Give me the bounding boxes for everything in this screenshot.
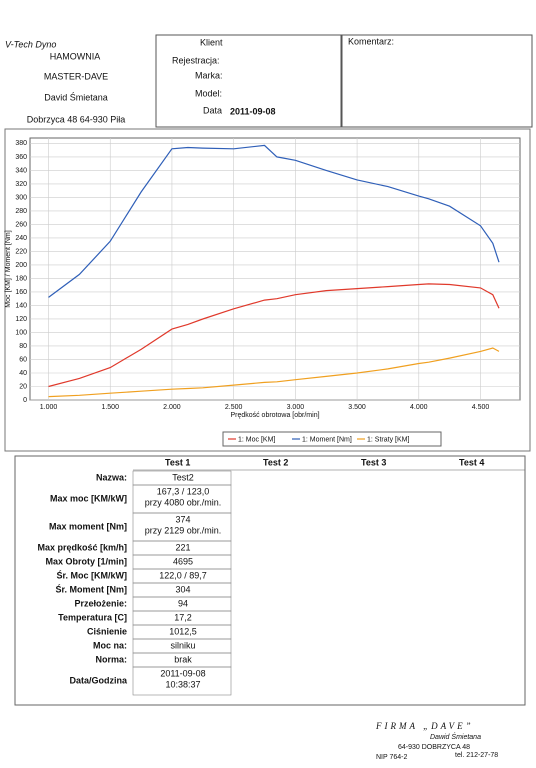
client-title: Klient	[200, 37, 223, 47]
y-tick-label: 380	[15, 140, 27, 147]
x-tick-label: 3.500	[348, 404, 366, 411]
field: Data	[203, 105, 222, 115]
legend-label: 1: Straty [KM]	[367, 436, 409, 443]
cell	[132, 666, 232, 696]
y-tick-label: 200	[15, 262, 27, 269]
column-header: Test 1	[165, 457, 190, 467]
stamp-nip: NIP 764-2	[376, 754, 407, 761]
y-tick-label: 220	[15, 248, 27, 255]
row-label: Śr. Moment [Nm]	[55, 583, 127, 594]
cell-value: brak	[174, 654, 192, 664]
row-label: Nazwa:	[96, 472, 127, 482]
chart: 0 20 40 60 80 100 120 140 160 180 200 220 240 260 280 3…	[5, 137, 521, 447]
row-label: Norma:	[95, 654, 127, 664]
y-tick-label: 260	[15, 221, 27, 228]
series-line	[48, 144, 500, 298]
cell-value: 4695	[173, 556, 193, 566]
series-line	[48, 347, 500, 398]
field: Marka:	[195, 70, 223, 80]
cell-value: 94	[178, 598, 188, 608]
header-line: Dobrzyca 48 64-930 Piła	[27, 114, 126, 124]
brand: V-Tech Dyno	[5, 39, 56, 49]
x-tick-label: 3.000	[287, 404, 305, 411]
y-tick-label: 360	[15, 154, 27, 161]
cell-value: 167,3 / 123,0	[157, 486, 210, 496]
row-label: Temperatura [C]	[58, 612, 127, 622]
cell-value: przy 2129 obr./min.	[145, 525, 222, 535]
y-tick-label: 340	[15, 167, 27, 174]
y-tick-label: 140	[15, 302, 27, 309]
comment-box	[341, 34, 533, 128]
row-label: Max prędkość [km/h]	[37, 542, 127, 552]
header-line: HAMOWNIA	[50, 51, 101, 61]
table-frame	[14, 455, 526, 706]
cell-value: 374	[175, 514, 190, 524]
cell-value: 304	[175, 584, 190, 594]
table: Test 1 Test 2 Test 3 Test 4 Nazwa: Test2 Max m…	[14, 455, 526, 706]
row-label: Ciśnienie	[87, 626, 127, 636]
plot-area	[29, 137, 521, 401]
x-tick-label: 2.500	[225, 404, 243, 411]
cell-value: silniku	[170, 640, 195, 650]
row-label: Max Obroty [1/min]	[45, 556, 127, 566]
x-tick-label: 4.000	[410, 404, 428, 411]
cell-value: 1012,5	[169, 626, 197, 636]
y-axis-label: Moc [KM] / Moment [Nm]	[5, 230, 12, 307]
series-line	[48, 283, 500, 388]
y-tick-label: 320	[15, 181, 27, 188]
client-box	[155, 34, 342, 128]
header-line: MASTER-DAVE	[44, 71, 108, 81]
legend-label: 1: Moment [Nm]	[302, 436, 352, 443]
cell-value: 17,2	[174, 612, 192, 622]
stamp-firm: FIRMA „DAVE”	[375, 721, 474, 731]
row-label: Śr. Moc [KM/kW]	[56, 569, 127, 580]
y-tick-label: 40	[19, 370, 27, 377]
row-label: Max moc [KM/kW]	[50, 493, 127, 503]
cell-value: 10:38:37	[165, 679, 200, 689]
cell-value: 122,0 / 89,7	[159, 570, 207, 580]
y-tick-label: 120	[15, 316, 27, 323]
y-tick-label: 60	[19, 356, 27, 363]
header-line: David Śmietana	[44, 91, 108, 102]
date: 2011-09-08	[230, 106, 276, 116]
stamp-tel: tel. 212-27-78	[455, 752, 498, 759]
field: Model:	[195, 88, 222, 98]
y-tick-label: 0	[23, 397, 27, 404]
cell-value: Test2	[172, 472, 194, 482]
y-tick-label: 160	[15, 289, 27, 296]
x-tick-label: 2.000	[163, 404, 181, 411]
legend-label: 1: Moc [KM]	[238, 436, 275, 443]
y-tick-label: 180	[15, 275, 27, 282]
row-label: Data/Godzina	[69, 675, 128, 685]
chart-frame	[4, 128, 531, 452]
cell-value: 2011-09-08	[160, 668, 205, 678]
cell-value: 221	[175, 542, 190, 552]
y-tick-label: 100	[15, 329, 27, 336]
cell-value: przy 4080 obr./min.	[145, 497, 222, 507]
row-label: Max moment [Nm]	[49, 521, 127, 531]
x-tick-label: 4.500	[472, 404, 490, 411]
column-header: Test 3	[361, 457, 386, 467]
y-tick-label: 280	[15, 208, 27, 215]
y-tick-label: 20	[19, 383, 27, 390]
x-tick-label: 1.000	[40, 404, 58, 411]
y-tick-label: 240	[15, 235, 27, 242]
row-label: Przełożenie:	[74, 598, 127, 608]
legend-box	[222, 431, 442, 447]
comment: Komentarz:	[348, 36, 394, 46]
x-axis-label: Prędkość obrotowa [obr/min]	[230, 412, 319, 419]
field: Rejestracja:	[172, 55, 220, 65]
row-label: Moc na:	[93, 640, 127, 650]
column-header: Test 4	[459, 457, 484, 467]
x-tick-label: 1.500	[101, 404, 119, 411]
stamp-address: 64-930 DOBRZYCA 48	[398, 744, 470, 751]
stamp-owner: Dawid Śmietana	[430, 732, 481, 741]
column-header: Test 2	[263, 457, 288, 467]
y-tick-label: 300	[15, 194, 27, 201]
y-tick-label: 80	[19, 343, 27, 350]
